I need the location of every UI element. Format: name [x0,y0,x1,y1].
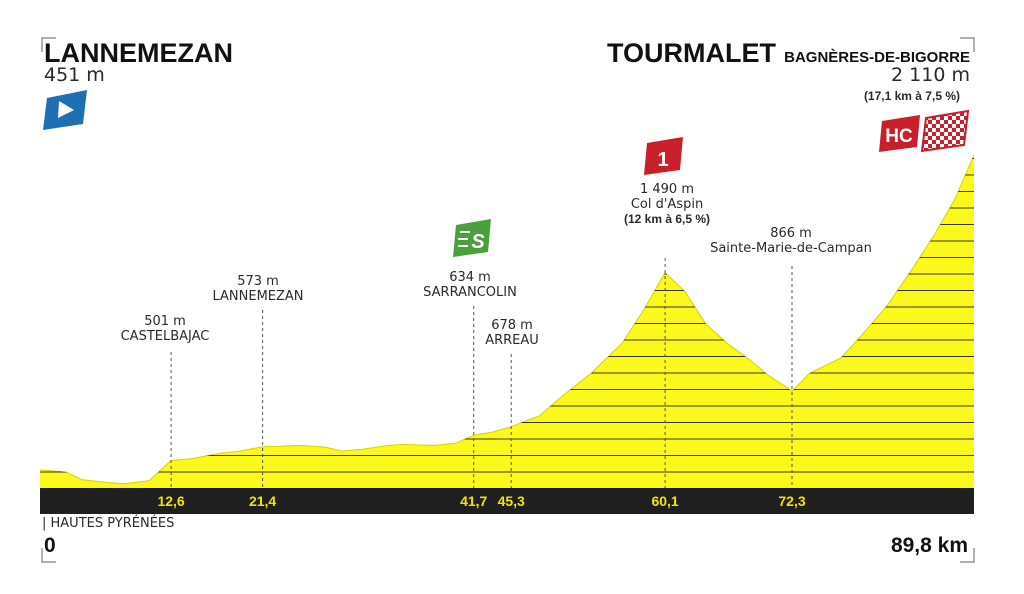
frame-corners [41,37,975,563]
waypoint-name: Sainte-Marie-de-Campan [710,241,872,256]
sprint-marker-label: S [471,231,485,253]
start-name: LANNEMEZAN [44,38,233,68]
km-tick-label: 21,4 [249,493,276,509]
start-km: 0 [44,534,56,557]
waypoint-elevation: 501 m [144,314,186,329]
waypoint-sarrancolin: 634 m SARRANCOLIN [408,270,532,300]
waypoint-climb-stats: (12 km à 6,5 %) [623,212,711,226]
finish-flag-icon [920,109,970,153]
elevation-area [39,154,975,488]
cat1-marker-label: 1 [657,149,668,171]
waypoint-elevation: 1 490 m [639,182,694,197]
total-distance: 89,8 km [890,534,968,557]
km-tick-label: 60,1 [651,493,678,509]
waypoint-name: SARRANCOLIN [423,285,517,300]
waypoint-castelbajac: 501 m CASTELBAJAC [106,314,224,344]
start-elevation: 451 m [44,64,105,86]
km-tick-label: 41,7 [460,493,487,509]
region-label: | HAUTES PYRÉNÉES [42,516,175,531]
finish-elevation: 2 110 m [891,64,970,86]
start-flag-icon [43,90,87,130]
finish-subtitle: BAGNÈRES-DE-BIGORRE [784,49,970,66]
distance-band [40,488,974,514]
waypoint-elevation: 678 m [491,318,533,333]
waypoint-elevation: 866 m [770,226,812,241]
km-tick-label: 45,3 [498,493,525,509]
waypoint-name: CASTELBAJAC [120,329,210,344]
hc-climb-icon: HC [879,115,920,152]
waypoint-name: ARREAU [485,333,539,348]
guide-lines [170,258,793,488]
hc-marker-label: HC [885,126,913,147]
finish-climb-stats: (17,1 km à 7,5 %) [863,89,960,103]
elevation-profile-fill [40,154,974,488]
km-labels: 12,6 21,4 41,7 45,3 60,1 72,3 [157,493,805,509]
elevation-profile-line [39,154,975,485]
km-tick-label: 72,3 [778,493,805,509]
waypoint-lannemezan: 573 m LANNEMEZAN [196,274,320,304]
category-1-icon: 1 [644,137,683,175]
waypoint-col-aspin: 1 490 m Col d'Aspin (12 km à 6,5 %) [604,182,730,226]
waypoint-sainte-marie: 866 m Sainte-Marie-de-Campan [694,226,888,256]
waypoint-name: Col d'Aspin [630,197,704,212]
km-tick-label: 12,6 [157,493,184,509]
sprint-icon: S [453,219,491,257]
waypoint-elevation: 573 m [237,274,279,289]
waypoint-arreau: 678 m ARREAU [470,318,554,348]
finish-title: TOURMALET BAGNÈRES-DE-BIGORRE [607,38,970,69]
waypoint-elevation: 634 m [449,270,491,285]
waypoint-name: LANNEMEZAN [212,289,304,304]
finish-name: TOURMALET [607,38,776,68]
